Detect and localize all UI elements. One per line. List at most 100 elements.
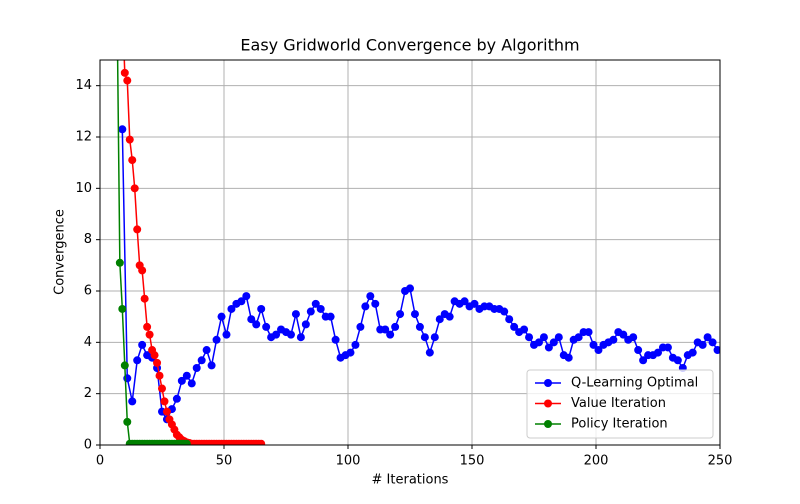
- x-axis-label: # Iterations: [372, 473, 449, 488]
- legend-marker: [544, 399, 552, 408]
- data-point: [217, 312, 226, 321]
- data-point: [118, 304, 127, 313]
- data-point: [708, 338, 717, 347]
- data-point: [420, 333, 429, 342]
- data-point: [262, 322, 271, 331]
- data-point: [361, 302, 370, 311]
- data-point: [594, 346, 603, 355]
- y-tick-label: 6: [84, 284, 92, 299]
- data-point: [160, 397, 169, 406]
- data-point: [143, 322, 152, 331]
- x-tick-label: 100: [336, 454, 361, 469]
- data-point: [311, 299, 320, 308]
- data-point: [296, 333, 305, 342]
- data-point: [197, 356, 206, 365]
- data-point: [150, 351, 159, 360]
- data-point: [138, 340, 147, 349]
- y-tick-label: 10: [75, 181, 92, 196]
- data-point: [629, 333, 638, 342]
- data-point: [177, 376, 186, 385]
- data-point: [182, 371, 191, 380]
- y-tick-label: 2: [84, 386, 92, 401]
- data-point: [125, 135, 134, 144]
- data-point: [128, 397, 137, 406]
- data-point: [445, 312, 454, 321]
- x-tick-label: 150: [460, 454, 485, 469]
- data-point: [391, 322, 400, 331]
- data-point: [242, 292, 251, 301]
- data-point: [564, 353, 573, 362]
- data-point: [316, 304, 325, 313]
- y-tick-label: 8: [84, 232, 92, 247]
- data-point: [301, 320, 310, 329]
- data-point: [584, 328, 593, 337]
- data-point: [430, 333, 439, 342]
- data-point: [128, 156, 137, 165]
- data-point: [155, 371, 164, 380]
- data-point: [153, 358, 162, 367]
- data-point: [286, 330, 295, 339]
- data-point: [366, 292, 375, 301]
- chart-title: Easy Gridworld Convergence by Algorithm: [240, 36, 579, 55]
- y-axis-label: Convergence: [53, 209, 68, 295]
- data-point: [162, 407, 171, 416]
- data-point: [187, 379, 196, 388]
- data-point: [589, 340, 598, 349]
- data-point: [698, 340, 707, 349]
- data-point: [663, 343, 672, 352]
- data-point: [133, 356, 142, 365]
- data-point: [257, 439, 266, 445]
- data-point: [222, 330, 231, 339]
- x-tick-label: 200: [584, 454, 609, 469]
- legend-marker: [544, 379, 552, 387]
- data-point: [145, 330, 154, 339]
- data-point: [460, 297, 469, 306]
- legend-marker: [544, 420, 552, 428]
- x-tick-label: 0: [96, 454, 104, 469]
- legend-label: Value Iteration: [571, 396, 666, 411]
- legend-label: Q-Learning Optimal: [571, 376, 698, 391]
- data-point: [118, 125, 127, 134]
- data-point: [619, 330, 628, 339]
- y-tick-label: 4: [84, 335, 92, 350]
- data-point: [291, 310, 300, 319]
- data-point: [247, 315, 256, 324]
- data-point: [123, 374, 132, 383]
- legend-box: [526, 369, 714, 439]
- data-point: [138, 266, 147, 275]
- data-point: [252, 320, 261, 329]
- data-point: [207, 361, 216, 370]
- y-tick-label: 0: [84, 438, 92, 453]
- data-point: [639, 356, 648, 365]
- y-tick-label: 14: [75, 78, 92, 93]
- data-point: [123, 417, 132, 426]
- x-tick-label: 50: [216, 454, 233, 469]
- data-point: [554, 333, 563, 342]
- data-point: [351, 340, 360, 349]
- data-point: [406, 284, 414, 293]
- data-point: [688, 348, 697, 357]
- x-tick-label: 250: [708, 454, 733, 469]
- data-point: [257, 304, 266, 313]
- data-point: [172, 394, 181, 403]
- data-point: [713, 346, 720, 355]
- data-point: [505, 315, 514, 324]
- data-point: [371, 299, 380, 308]
- data-point: [574, 333, 583, 342]
- data-point: [356, 322, 365, 331]
- data-point: [115, 258, 124, 267]
- data-point: [326, 312, 335, 321]
- data-point: [386, 330, 395, 339]
- data-point: [133, 225, 142, 234]
- data-point: [435, 315, 444, 324]
- data-point: [130, 184, 139, 193]
- data-point: [673, 356, 682, 365]
- axes-frame: [99, 59, 721, 446]
- data-point: [539, 333, 548, 342]
- data-point: [520, 325, 529, 334]
- data-point: [212, 335, 221, 344]
- data-point: [331, 335, 340, 344]
- data-point: [120, 361, 129, 370]
- data-point: [123, 76, 132, 85]
